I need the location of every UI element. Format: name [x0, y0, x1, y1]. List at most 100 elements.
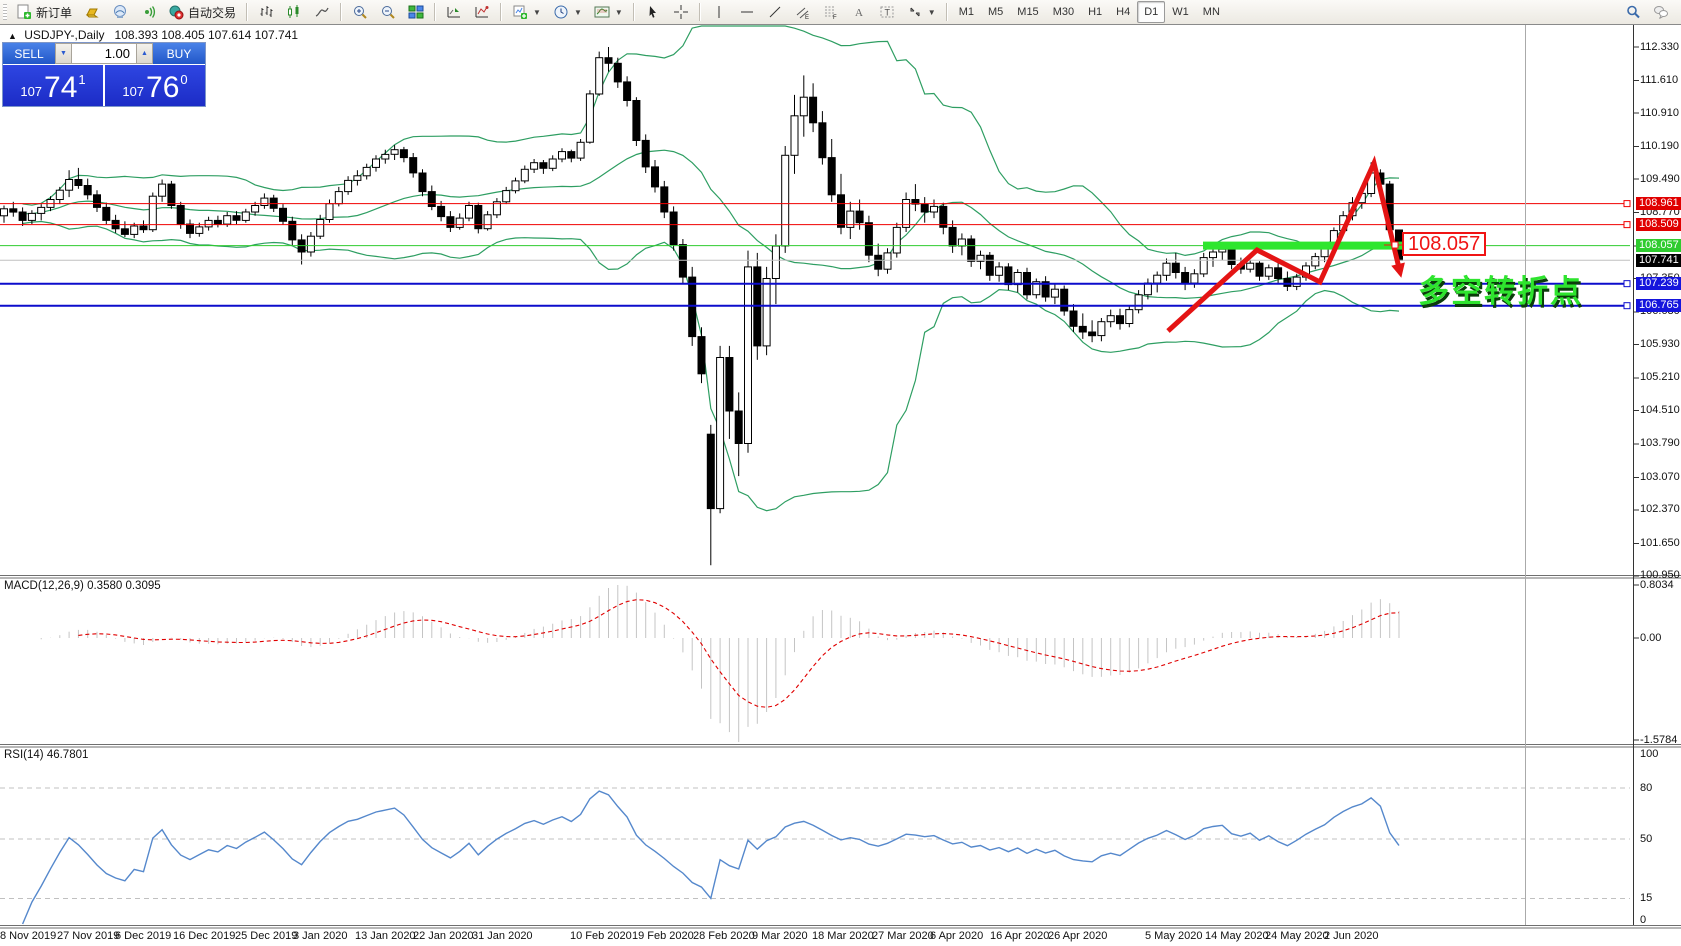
template-button[interactable]: ▼	[588, 0, 629, 24]
macd-tick-label: -1.5784	[1640, 733, 1678, 746]
timeframe-button-w1[interactable]: W1	[1172, 6, 1189, 18]
chevron-down-icon: ▼	[614, 7, 623, 17]
buy-price-sup: 0	[180, 72, 188, 87]
price-tick-label: 104.510	[1640, 404, 1680, 416]
toolbar-right	[1619, 0, 1681, 24]
toolbar-separator	[698, 3, 701, 21]
macd-signal-line	[78, 599, 1400, 708]
cursor-tool-button[interactable]	[639, 0, 667, 24]
rsi-tick-label: 0	[1640, 914, 1647, 927]
toolbar-grip[interactable]	[3, 4, 7, 20]
data-window-button[interactable]	[440, 0, 468, 24]
price-tick-label: 103.070	[1640, 470, 1680, 483]
vline-tool-button[interactable]	[705, 0, 733, 24]
text-icon: A	[851, 4, 867, 20]
rsi-tick-label: 100	[1640, 747, 1659, 760]
new-order-label: 新订单	[36, 5, 73, 20]
text-tool-button[interactable]: A	[845, 0, 873, 24]
fibonacci-tool-button[interactable]: F	[817, 0, 845, 24]
price-tick-label: 100.950	[1640, 569, 1680, 582]
market-button[interactable]	[78, 0, 106, 24]
date-tick-label: 27 Mar 2020	[872, 930, 934, 942]
price-callout-label[interactable]: 108.057	[1402, 232, 1487, 256]
arrows-tool-button[interactable]: ▼	[901, 0, 942, 24]
period-button[interactable]: ▼	[547, 0, 588, 24]
timeframe-button-m15[interactable]: M15	[1017, 6, 1039, 18]
trend-zigzag-arrow[interactable]	[1166, 155, 1405, 333]
price-tick-label: 111.610	[1640, 73, 1679, 86]
date-tick-label: 5 May 2020	[1145, 930, 1203, 942]
timeframe-button-h1[interactable]: H1	[1088, 6, 1103, 18]
fibonacci-icon: F	[823, 4, 839, 21]
chat-icon	[1653, 4, 1669, 20]
period-icon	[553, 4, 569, 20]
hline-tool-button[interactable]	[733, 0, 761, 24]
zoom-in-icon	[352, 4, 368, 20]
svg-text:F: F	[833, 15, 837, 20]
rsi-tick-label: 50	[1640, 832, 1653, 845]
date-tick-label: 6 Dec 2019	[115, 930, 172, 942]
support-zone-bar[interactable]	[1203, 241, 1415, 250]
price-tick-label: 101.650	[1640, 536, 1680, 549]
hline-icon	[739, 4, 755, 20]
timeframe-button-h4[interactable]: H4	[1116, 6, 1131, 18]
timeframe-button-d1[interactable]: D1	[1137, 1, 1166, 23]
volume-decrease-button[interactable]: ▼	[55, 43, 72, 64]
label-tool-button[interactable]: T	[873, 0, 901, 24]
new-order-button[interactable]: 新订单	[10, 0, 78, 24]
zoom-out-button[interactable]	[374, 0, 402, 24]
search-button[interactable]	[1619, 0, 1647, 24]
timeframe-button-m1[interactable]: M1	[958, 6, 974, 18]
volume-increase-button[interactable]: ▲	[136, 43, 153, 64]
svg-text:A: A	[855, 7, 863, 19]
terminal-button[interactable]	[106, 0, 134, 24]
macd-tick-label: 0.8034	[1640, 578, 1674, 591]
horizontal-lines[interactable]	[0, 200, 1631, 310]
date-tick-label: 24 May 2020	[1265, 930, 1329, 942]
date-tick-label: 13 Jan 2020	[355, 930, 416, 942]
sell-price-button[interactable]: 107 74 1	[3, 65, 103, 106]
timeframe-button-mn[interactable]: MN	[1202, 6, 1220, 18]
date-tick-label: 10 Feb 2020	[570, 930, 632, 942]
price-badge: 107.741	[1636, 253, 1681, 267]
toolbar-separator	[246, 3, 249, 21]
buy-button[interactable]: BUY	[153, 43, 205, 64]
sell-price-prefix: 107	[20, 84, 43, 99]
channel-tool-button[interactable]: E	[789, 0, 817, 24]
buy-price-button[interactable]: 107 76 0	[103, 65, 205, 106]
timeframe-button-m30[interactable]: M30	[1052, 6, 1075, 18]
rsi-label: RSI(14) 46.7801	[4, 749, 89, 761]
buy-price-prefix: 107	[122, 84, 145, 99]
zoom-in-button[interactable]	[346, 0, 374, 24]
tile-windows-button[interactable]	[402, 0, 430, 24]
price-tick-label: 112.330	[1640, 40, 1679, 53]
crosshair-tool-button[interactable]	[667, 0, 695, 24]
price-tick-label: 110.910	[1640, 106, 1679, 119]
strategy-tester-button[interactable]	[468, 0, 496, 24]
template-icon	[594, 4, 610, 20]
new-chart-button[interactable]: ▼	[506, 0, 547, 24]
trendline-icon	[767, 4, 783, 20]
date-tick-label: 26 Apr 2020	[1048, 930, 1108, 942]
autotrade-icon	[168, 4, 184, 20]
sell-button[interactable]: SELL	[3, 43, 55, 64]
price-badge: 106.765	[1636, 299, 1681, 313]
line-chart-button[interactable]	[308, 0, 336, 24]
bar-chart-icon	[258, 4, 274, 20]
signals-button[interactable]	[134, 0, 162, 24]
auto-trading-button[interactable]: 自动交易	[162, 0, 242, 24]
turning-point-annotation[interactable]: 多空转折点	[1418, 274, 1583, 309]
date-tick-label: 9 Mar 2020	[752, 930, 808, 942]
bar-chart-button[interactable]	[252, 0, 280, 24]
volume-input[interactable]: 1.00	[72, 43, 136, 64]
rsi-line	[21, 790, 1400, 925]
cursor-icon	[645, 4, 661, 20]
timeframe-group: M1 M5 M15 M30 H1 H4 D1 W1 MN	[952, 1, 1227, 23]
toolbar-separator	[340, 3, 343, 21]
candlestick-button[interactable]	[280, 0, 308, 24]
chat-button[interactable]	[1647, 0, 1675, 24]
trendline-tool-button[interactable]	[761, 0, 789, 24]
timeframe-button-m5[interactable]: M5	[988, 6, 1004, 18]
indicator-list-icon	[446, 4, 462, 20]
